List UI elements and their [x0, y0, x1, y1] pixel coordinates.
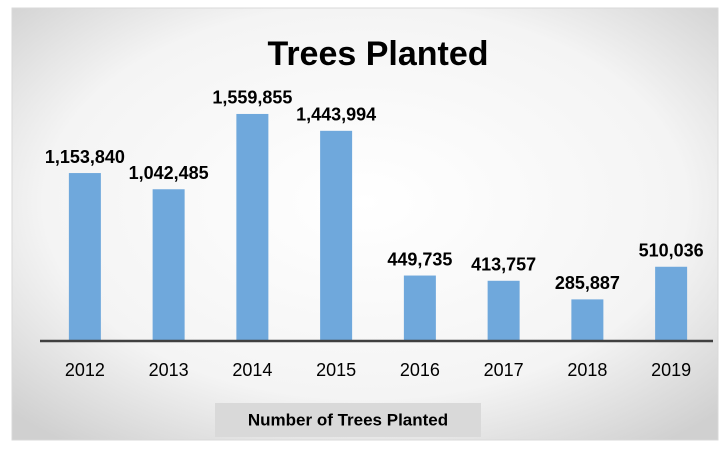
data-label: 449,735 — [387, 249, 452, 269]
chart-title: Trees Planted — [267, 35, 488, 73]
data-label: 413,757 — [471, 255, 536, 275]
x-tick-label: 2019 — [651, 360, 691, 380]
bar — [487, 280, 520, 341]
data-label: 1,559,855 — [212, 88, 292, 108]
bar — [655, 266, 688, 341]
x-tick-label: 2016 — [400, 360, 440, 380]
data-label: 1,153,840 — [45, 147, 125, 167]
x-label-box — [215, 403, 481, 437]
x-tick-label: 2013 — [149, 360, 189, 380]
data-label: 285,887 — [555, 273, 620, 293]
bar — [403, 275, 436, 341]
chart-background — [11, 7, 719, 441]
data-label: 510,036 — [639, 241, 704, 261]
x-tick-label: 2014 — [232, 360, 272, 380]
x-axis-label: Number of Trees Planted — [248, 410, 448, 429]
x-tick-label: 2017 — [484, 360, 524, 380]
x-tick-label: 2012 — [65, 360, 105, 380]
bar — [571, 299, 604, 341]
bar — [236, 113, 269, 341]
x-tick-label: 2015 — [316, 360, 356, 380]
bar — [152, 189, 185, 341]
bar — [320, 130, 353, 341]
data-label: 1,443,994 — [296, 105, 376, 125]
x-tick-label: 2018 — [567, 360, 607, 380]
bar — [68, 173, 101, 341]
data-label: 1,042,485 — [129, 163, 209, 183]
